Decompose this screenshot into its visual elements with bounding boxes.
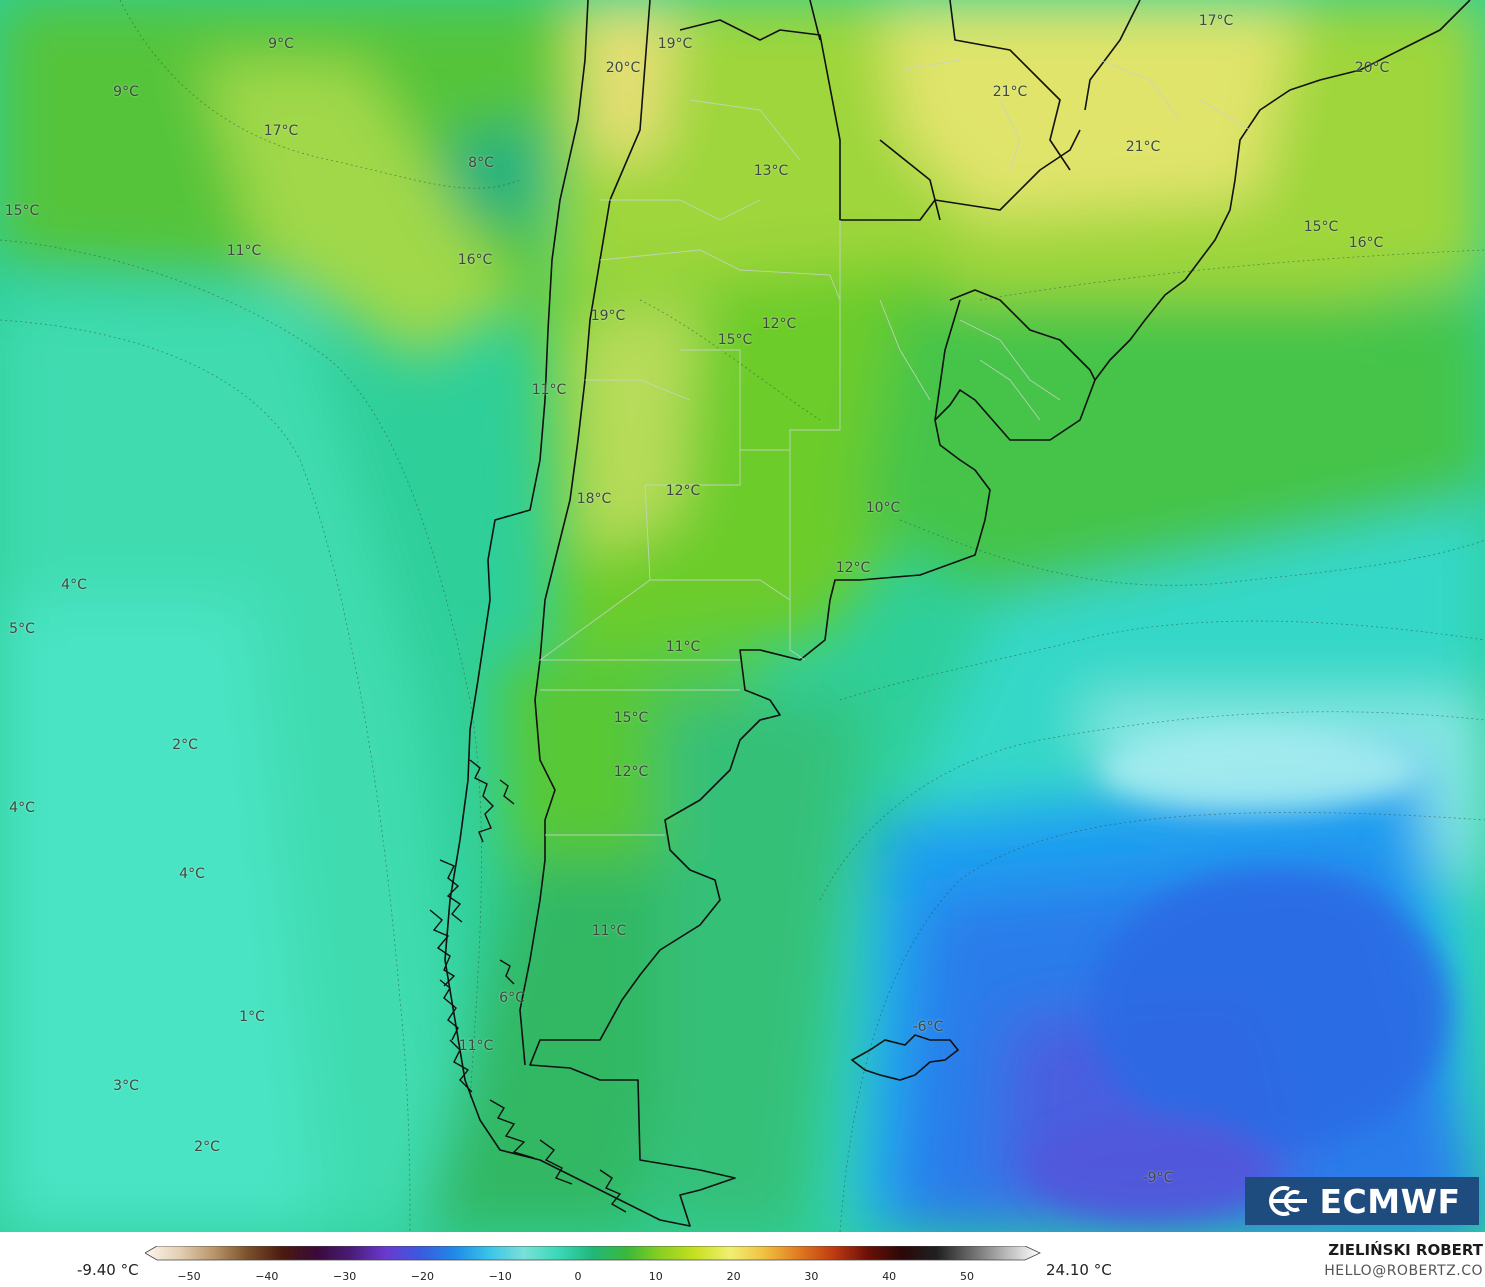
temp-label: 21°C (992, 84, 1028, 100)
temp-label: 13°C (753, 163, 789, 179)
temp-label: 16°C (457, 252, 493, 268)
temp-label: 19°C (590, 308, 626, 324)
temp-label: 9°C (268, 36, 294, 52)
temp-label: 19°C (657, 36, 693, 52)
author-name: ZIELIŃSKI ROBERT (1328, 1241, 1483, 1259)
colorbar (145, 1246, 1041, 1261)
temp-label: 11°C (665, 639, 701, 655)
temp-label: 12°C (761, 316, 797, 332)
temp-label: -6°C (912, 1019, 944, 1035)
temp-label: 20°C (605, 60, 641, 76)
temp-label: 17°C (263, 123, 299, 139)
map-canvas (0, 0, 1485, 1232)
temp-label: 21°C (1125, 139, 1161, 155)
temp-label: 16°C (1348, 235, 1384, 251)
ecmwf-logo: ECMWF (1245, 1177, 1479, 1225)
temp-label: 12°C (613, 764, 649, 780)
temp-label: 3°C (113, 1078, 139, 1094)
colorbar-tick-label: −20 (410, 1270, 434, 1283)
colorbar-tick-label: 10 (648, 1270, 663, 1283)
colorbar-tick-label: 30 (804, 1270, 819, 1283)
temp-label: 17°C (1198, 13, 1234, 29)
temp-label: 8°C (468, 155, 494, 171)
temp-label: 4°C (61, 577, 87, 593)
chilean-archipelago (429, 759, 627, 1213)
temp-label: 5°C (9, 621, 35, 637)
colorbar-tick-label: 40 (882, 1270, 897, 1283)
ecmwf-logo-text: ECMWF (1319, 1181, 1461, 1221)
colorbar-gradient (145, 1246, 1041, 1261)
legend-max-value: 24.10 °C (1046, 1261, 1112, 1279)
colorbar-tick-label: −40 (255, 1270, 279, 1283)
temp-label: 15°C (717, 332, 753, 348)
temp-label: 12°C (665, 483, 701, 499)
temp-label: 12°C (835, 560, 871, 576)
colorbar-tick-label: 20 (726, 1270, 741, 1283)
temp-label: 18°C (576, 491, 612, 507)
temp-label: 15°C (1303, 219, 1339, 235)
colorbar-tick-label: −10 (488, 1270, 512, 1283)
temp-label: 2°C (194, 1139, 220, 1155)
isotherm-contours (0, 0, 1485, 1232)
temp-label: 2°C (172, 737, 198, 753)
ecmwf-logo-icon (1269, 1186, 1308, 1216)
temp-label: 15°C (4, 203, 40, 219)
temp-label: 15°C (613, 710, 649, 726)
temp-label: 4°C (179, 866, 205, 882)
colorbar-tick-label: 0 (574, 1270, 582, 1283)
legend-min-value: -9.40 °C (77, 1261, 139, 1279)
falkland-islands (850, 1034, 960, 1081)
colorbar-tick-label: −50 (177, 1270, 201, 1283)
temp-label: 11°C (591, 923, 627, 939)
temp-label: 6°C (499, 990, 525, 1006)
temp-label: 4°C (9, 800, 35, 816)
color-legend: -9.40 °C −50 −40 −30 −20 −10 0 10 20 30 40 50 24.1… (0, 1232, 1485, 1287)
temp-label: 11°C (226, 243, 262, 259)
admin-boundaries (538, 59, 1251, 836)
temp-label: 11°C (458, 1038, 494, 1054)
temp-label: 1°C (239, 1009, 265, 1025)
temp-label: -9°C (1142, 1170, 1174, 1186)
author-contact: HELLO@ROBERTZ.CO (1324, 1263, 1483, 1279)
temp-label: 11°C (531, 382, 567, 398)
colorbar-tick-label: −30 (332, 1270, 357, 1283)
temp-label: 10°C (865, 500, 901, 516)
temperature-map: 9°C 19°C 20°C 17°C 20°C 9°C 21°C 17°C 8°… (0, 0, 1485, 1232)
temp-label: 20°C (1354, 60, 1390, 76)
temp-label: 9°C (113, 84, 139, 100)
colorbar-tick-label: 50 (960, 1270, 974, 1283)
coastline (444, 0, 1471, 1227)
